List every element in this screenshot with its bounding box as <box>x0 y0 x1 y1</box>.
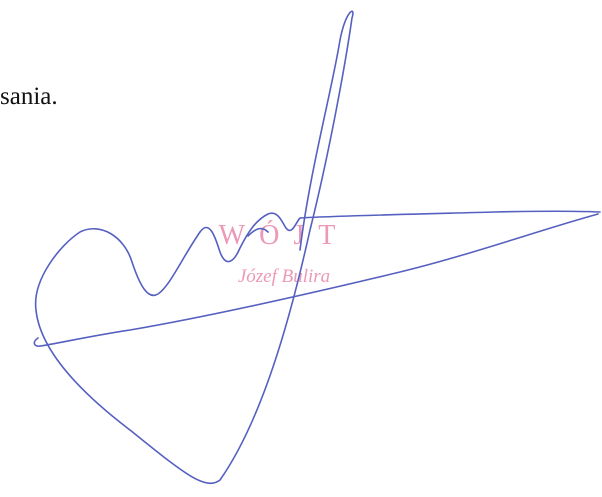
official-stamp: WÓJT Józef Bulira <box>170 218 400 298</box>
body-text-fragment: sania. <box>0 83 58 110</box>
stamp-name: Józef Bulira <box>237 266 331 287</box>
stamp-title: WÓJT <box>218 220 350 251</box>
